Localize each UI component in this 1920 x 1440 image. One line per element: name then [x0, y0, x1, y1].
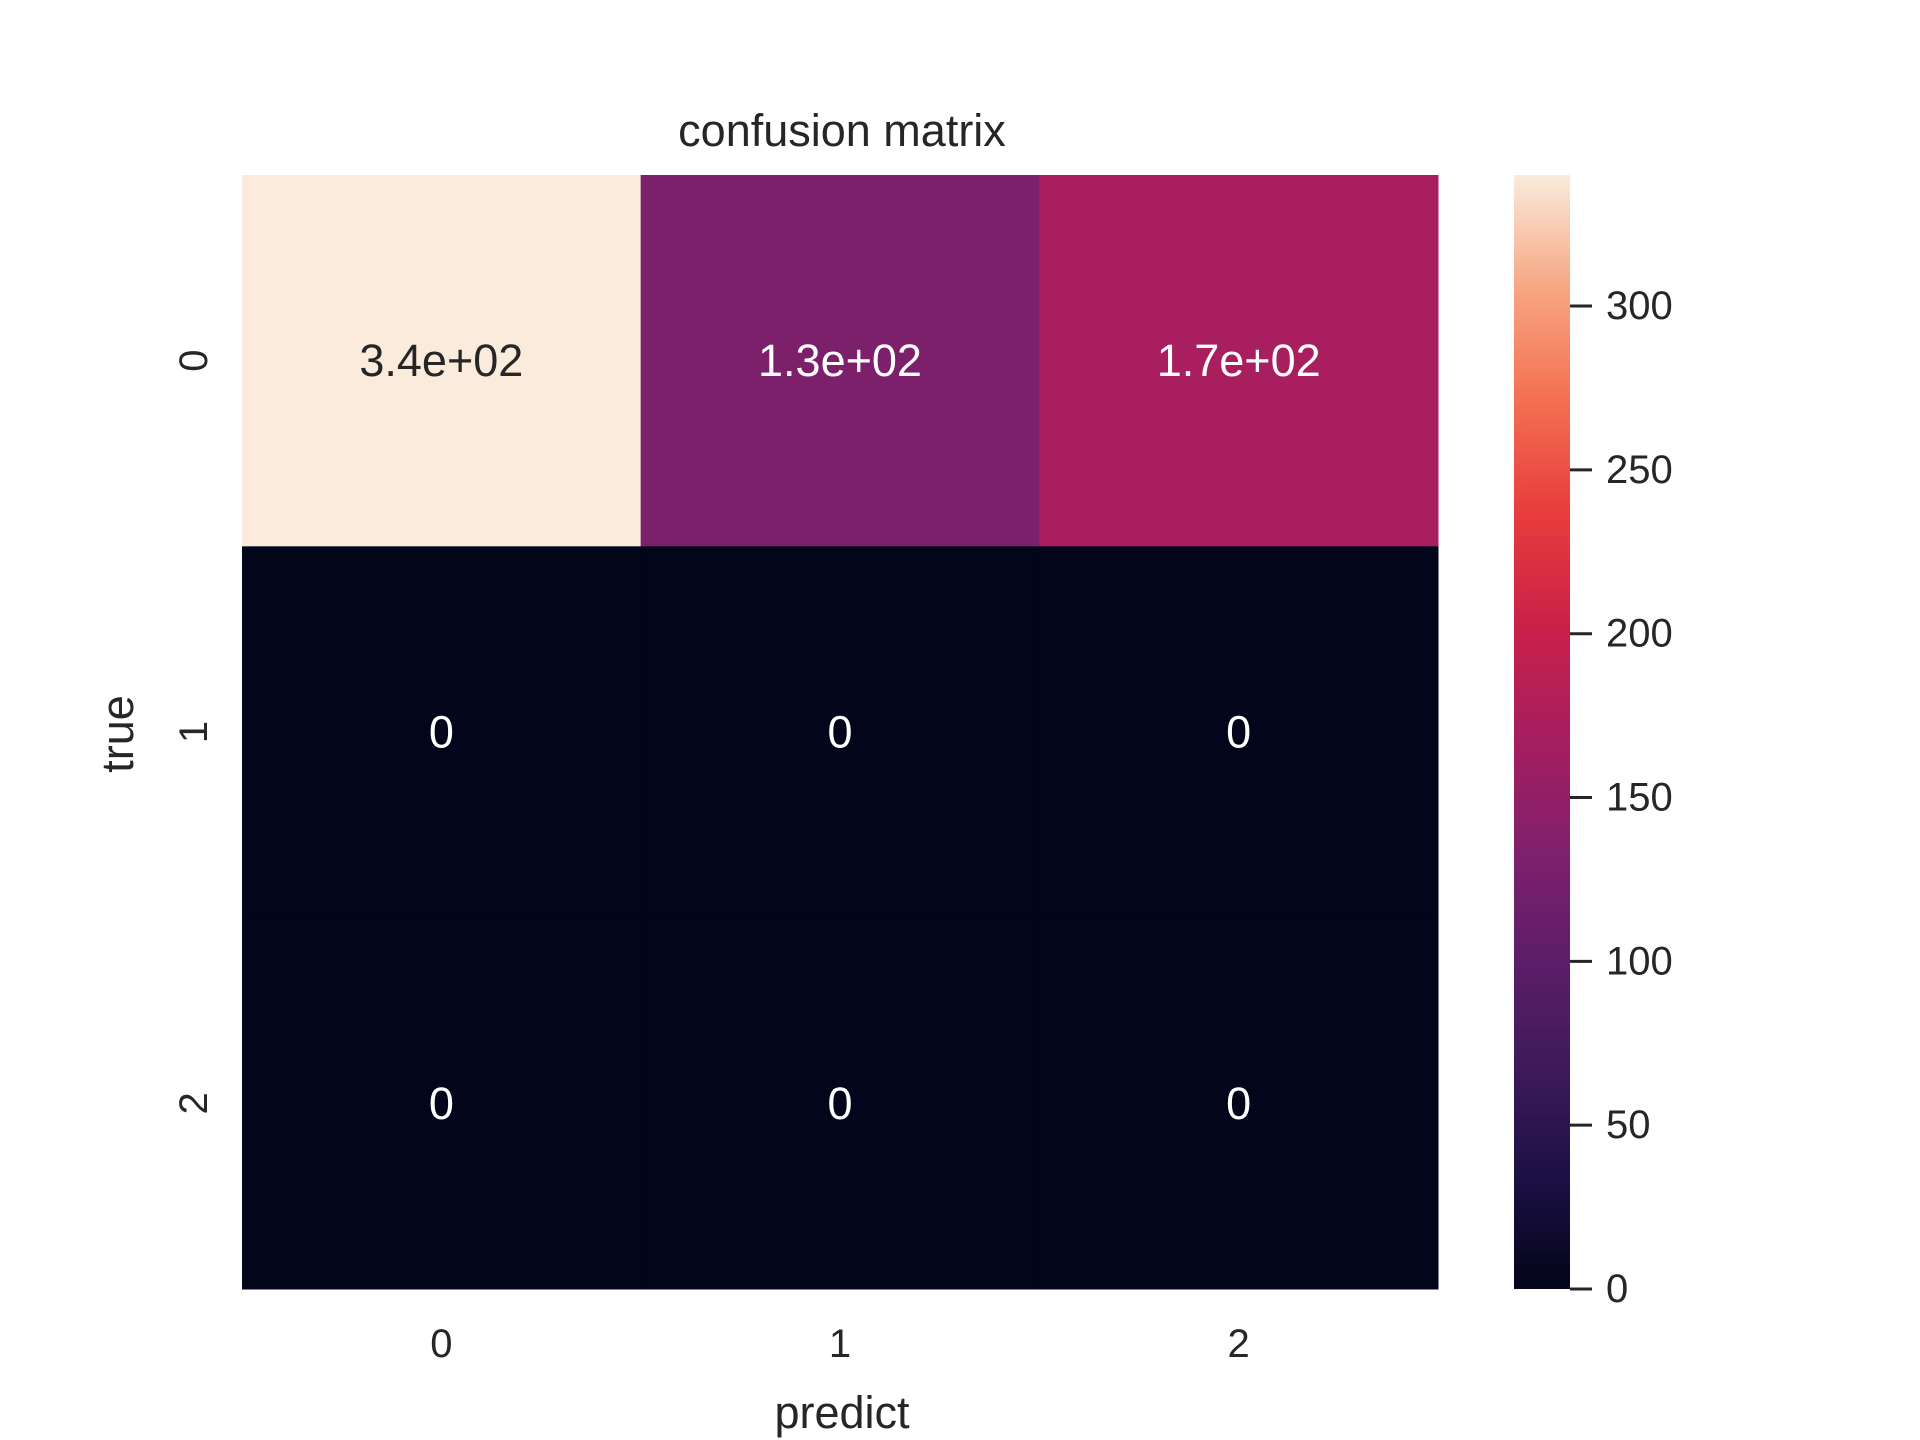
colorbar-tick-label-5: 250 [1606, 448, 1673, 492]
heatmap-cells [242, 175, 1439, 1290]
colorbar-tick-label-2: 100 [1606, 939, 1673, 983]
x-tick-label-2: 2 [1228, 1322, 1250, 1366]
cell-annotation-r0-c2: 1.7e+02 [1157, 335, 1321, 386]
x-tick-label-1: 1 [829, 1322, 851, 1366]
heatmap-cell-r1-c0 [242, 546, 642, 919]
heatmap-cell-r1-c1 [640, 546, 1040, 919]
cell-annotation-r1-c0: 0 [429, 707, 454, 758]
cell-annotation-r2-c1: 0 [827, 1078, 852, 1129]
heatmap-cell-r1-c2 [1039, 546, 1439, 919]
cell-annotation-r2-c0: 0 [429, 1078, 454, 1129]
heatmap-cell-r0-c0 [242, 175, 642, 547]
heatmap-cell-r2-c2 [1039, 917, 1439, 1290]
y-tick-label-0: 0 [172, 350, 216, 372]
heatmap-cell-r0-c1 [640, 175, 1040, 547]
colorbar-tick-label-0: 0 [1606, 1267, 1628, 1311]
colorbar-tick-label-3: 150 [1606, 776, 1673, 820]
colorbar-tick-label-4: 200 [1606, 612, 1673, 656]
y-tick-label-1: 1 [172, 721, 216, 743]
y-axis-ticks: 0 1 2 [172, 350, 216, 1115]
heatmap-annotations: 3.4e+02 1.3e+02 1.7e+02 0 0 0 0 0 0 [359, 335, 1320, 1129]
x-axis-ticks: 0 1 2 [430, 1322, 1250, 1366]
heatmap-cell-r2-c1 [640, 917, 1040, 1290]
cell-annotation-r0-c0: 3.4e+02 [359, 335, 523, 386]
cell-annotation-r2-c2: 0 [1226, 1078, 1251, 1129]
colorbar-ticks: 0 50 100 150 200 250 300 [1570, 284, 1673, 1311]
colorbar-tick-label-1: 50 [1606, 1103, 1651, 1147]
y-tick-label-2: 2 [172, 1092, 216, 1114]
cell-annotation-r1-c2: 0 [1226, 707, 1251, 758]
cell-annotation-r1-c1: 0 [827, 707, 852, 758]
colorbar-tick-label-6: 300 [1606, 284, 1673, 328]
y-axis-label: true [92, 695, 143, 773]
heatmap-cell-r2-c0 [242, 917, 642, 1290]
cell-annotation-r0-c1: 1.3e+02 [758, 335, 922, 386]
heatmap-cell-r0-c2 [1039, 175, 1439, 547]
x-tick-label-0: 0 [430, 1322, 452, 1366]
chart-title: confusion matrix [678, 105, 1006, 156]
colorbar [1514, 175, 1570, 1289]
x-axis-label: predict [774, 1387, 910, 1438]
